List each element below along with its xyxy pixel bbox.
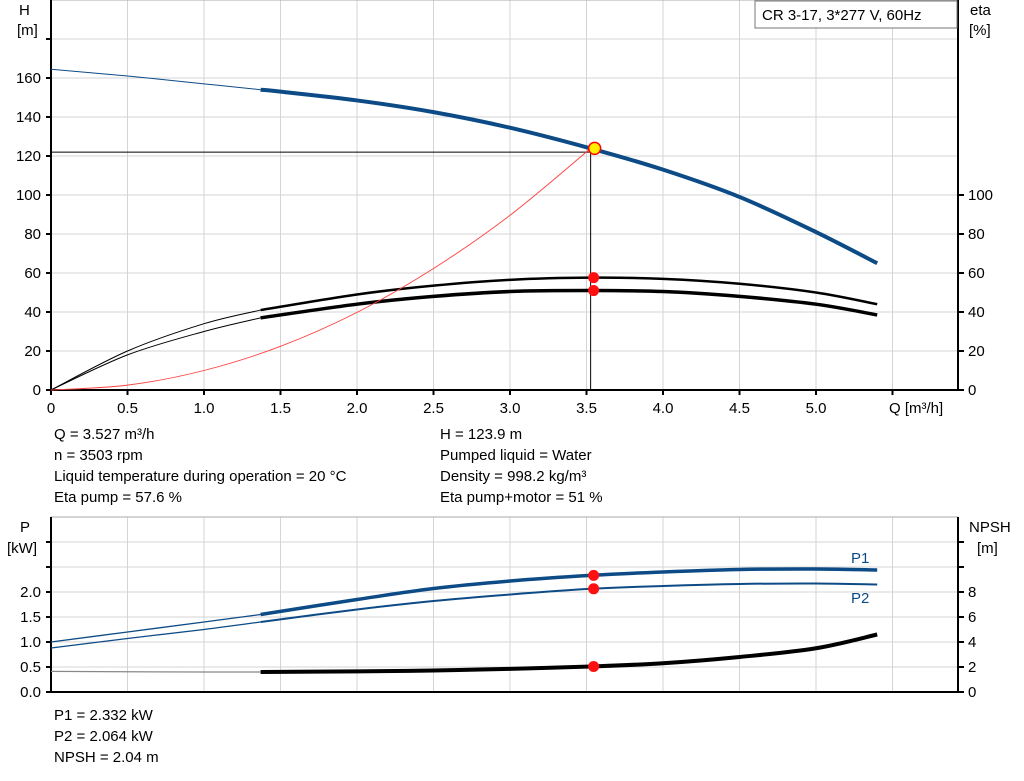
x-tick-label: 3.5 xyxy=(576,400,597,417)
legend-p1: P1 xyxy=(851,550,869,567)
info-pumped-liquid: Pumped liquid = Water xyxy=(440,447,592,464)
npsh-curve-extrapolated xyxy=(50,670,261,673)
npsh-curve xyxy=(260,632,878,674)
info-top-right: H = 123.9 m Pumped liquid = Water Densit… xyxy=(440,424,603,508)
y-axis-unit-h: [m] xyxy=(17,22,38,39)
y2-axis-unit-npsh: [m] xyxy=(977,540,998,557)
y2-tick-label: 0 xyxy=(968,382,976,399)
info-density: Density = 998.2 kg/m³ xyxy=(440,468,587,485)
y2-axis-unit-eta: [%] xyxy=(969,22,991,39)
y2-tick-label: 60 xyxy=(968,265,985,282)
info-p1: P1 = 2.332 kW xyxy=(54,707,153,724)
y-tick-label: 1.0 xyxy=(20,634,41,651)
y2-tick-label: 8 xyxy=(968,584,976,601)
x-tick-label: 0 xyxy=(47,400,55,417)
y2-tick-label: 80 xyxy=(968,226,985,243)
y-tick-label: 80 xyxy=(24,226,41,243)
p2-curve-extrapolated xyxy=(50,621,261,649)
y-axis-label-h: H xyxy=(19,2,30,19)
head-curve-extrapolated xyxy=(50,68,261,91)
info-eta-pump: Eta pump = 57.6 % xyxy=(54,489,182,506)
info-npsh: NPSH = 2.04 m xyxy=(54,749,159,766)
head-efficiency-chart: 0 20 40 60 80 100 120 140 160 0 20 40 60 80 100 0 0.5 1.0… xyxy=(16,0,993,417)
y-tick-label: 0.0 xyxy=(20,684,41,701)
y-tick-label: 0 xyxy=(33,382,41,399)
y-tick-label: 0.5 xyxy=(20,659,41,676)
npsh-point xyxy=(588,661,600,672)
y-tick-label: 2.0 xyxy=(20,584,41,601)
x-axis-label: Q [m³/h] xyxy=(889,400,943,417)
plot-frame xyxy=(50,516,959,693)
x-tick-label: 4.5 xyxy=(729,400,750,417)
x-tick-label: 2.0 xyxy=(347,400,368,417)
x-tick-label: 2.5 xyxy=(423,400,444,417)
y2-tick-label: 40 xyxy=(968,304,985,321)
y-tick-label: 20 xyxy=(24,343,41,360)
info-flow: Q = 3.527 m³/h xyxy=(54,426,155,443)
y2-tick-label: 0 xyxy=(968,684,976,701)
head-curve xyxy=(260,87,879,266)
y2-axis-label-npsh: NPSH xyxy=(969,519,1011,536)
y-tick-label: 40 xyxy=(24,304,41,321)
p2-point xyxy=(588,583,600,595)
info-top-left: Q = 3.527 m³/h n = 3503 rpm Liquid tempe… xyxy=(54,424,346,508)
y-tick-label: 140 xyxy=(16,109,41,126)
eta-pump-point xyxy=(588,272,600,284)
x-tick-label: 4.0 xyxy=(653,400,674,417)
y2-tick-label: 100 xyxy=(968,187,993,204)
eta-pump-motor-curve-extrapolated xyxy=(50,317,261,391)
chart-title: CR 3-17, 3*277 V, 60Hz xyxy=(762,7,922,24)
system-curve-line xyxy=(50,148,591,391)
y2-tick-label: 20 xyxy=(968,343,985,360)
y-tick-label: 1.5 xyxy=(20,609,41,626)
y-tick-label: 120 xyxy=(16,148,41,165)
p2-curve xyxy=(260,582,878,623)
p1-curve-extrapolated xyxy=(50,613,261,643)
y2-tick-label: 6 xyxy=(968,609,976,626)
y2-axis-label-eta: eta xyxy=(970,2,992,19)
y-tick-label: 160 xyxy=(16,70,41,87)
y2-tick-label: 2 xyxy=(968,659,976,676)
eta-total-point xyxy=(588,285,600,297)
x-tick-label: 1.0 xyxy=(194,400,215,417)
power-npsh-chart: 0.0 0.5 1.0 1.5 2.0 0 2 4 6 8 xyxy=(20,516,976,701)
info-liquid-temp: Liquid temperature during operation = 20… xyxy=(54,468,347,485)
info-p2: P2 = 2.064 kW xyxy=(54,728,153,745)
x-tick-label: 3.0 xyxy=(500,400,521,417)
y2-tick-label: 4 xyxy=(968,634,976,651)
info-eta-total: Eta pump+motor = 51 % xyxy=(440,489,603,506)
y-tick-label: 60 xyxy=(24,265,41,282)
p1-point xyxy=(588,569,600,581)
title-box: CR 3-17, 3*277 V, 60Hz xyxy=(754,0,958,29)
info-bottom: P1 = 2.332 kW P2 = 2.064 kW NPSH = 2.04 … xyxy=(54,705,159,768)
x-tick-label: 0.5 xyxy=(117,400,138,417)
x-tick-label: 5.0 xyxy=(806,400,827,417)
info-speed: n = 3503 rpm xyxy=(54,447,143,464)
legend-p2: P2 xyxy=(851,590,869,607)
operating-point xyxy=(587,141,602,156)
y-tick-label: 100 xyxy=(16,187,41,204)
x-tick-label: 1.5 xyxy=(270,400,291,417)
y-axis-label-p: P xyxy=(20,519,30,536)
eta-pump-curve-extrapolated xyxy=(50,309,261,391)
y-axis-unit-p: [kW] xyxy=(7,540,37,557)
info-head: H = 123.9 m xyxy=(440,426,523,443)
